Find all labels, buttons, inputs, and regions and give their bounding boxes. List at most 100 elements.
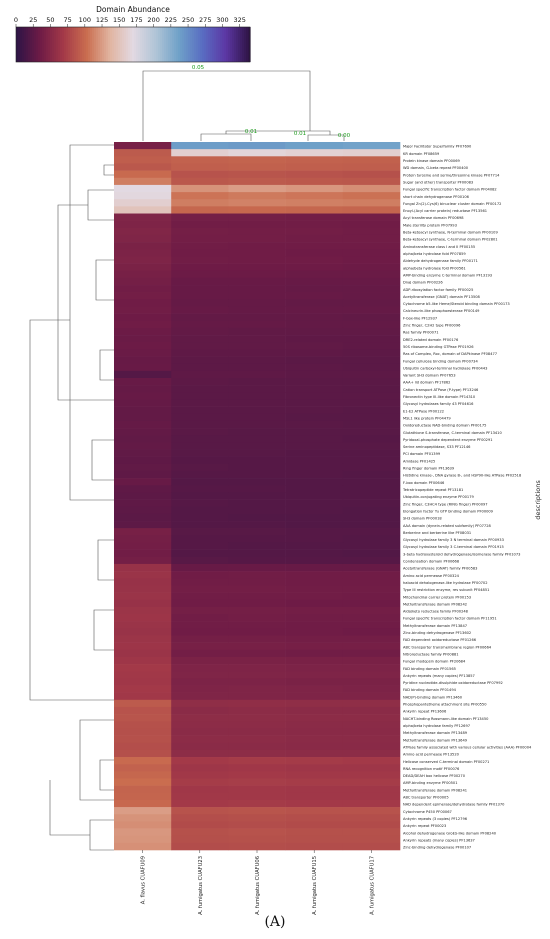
heatmap-cell (285, 764, 344, 772)
heatmap-cell (114, 156, 172, 164)
row-label: Zinc-binding dehydrogenase PF13602 (403, 631, 471, 635)
row-label: Phosphopantetheine attachment site PF005… (403, 703, 487, 707)
heatmap-cell (171, 485, 229, 493)
heatmap-cell (114, 363, 172, 372)
heatmap-cell (171, 320, 229, 329)
heatmap-cell (171, 256, 229, 264)
colorbar-swatch (28, 27, 31, 62)
heatmap-cell (285, 249, 344, 257)
heatmap-cell (342, 764, 401, 772)
heatmap-cell (114, 342, 172, 350)
heatmap-cell (114, 757, 172, 765)
colorbar-swatch (56, 27, 59, 62)
colorbar-swatch (70, 27, 73, 62)
colorbar-swatch (208, 27, 211, 62)
heatmap-cell (114, 535, 172, 543)
heatmap-cell (228, 556, 286, 565)
heatmap-cell (114, 320, 172, 329)
heatmap-cell (228, 184, 286, 193)
heatmap-cell (342, 714, 401, 722)
heatmap-cell (114, 621, 172, 629)
heatmap-cell (171, 478, 229, 486)
colorbar-swatch (158, 27, 161, 62)
heatmap-cell (342, 420, 401, 429)
heatmap-cell (114, 370, 172, 379)
row-label: short chain dehydrogenase PF00106 (403, 195, 470, 199)
heatmap-cell (228, 156, 286, 164)
row-label: Beta-ketoacyl synthase, C-terminal domai… (403, 238, 498, 242)
row-label: NAD(P)-binding domain PF13460 (403, 695, 463, 699)
heatmap-cell (342, 771, 401, 779)
row-label: Ankyrin repeat PF00023 (403, 824, 446, 828)
heatmap-cell (114, 785, 172, 794)
heatmap-cell (285, 177, 344, 186)
column-label: A. fumigatus CUAFU17 (369, 856, 375, 915)
heatmap-cell (342, 614, 401, 622)
heatmap-cell (171, 628, 229, 636)
heatmap-cell (114, 285, 172, 293)
colorbar-swatch (222, 27, 225, 62)
heatmap-cell (342, 192, 401, 200)
heatmap-cell (285, 292, 344, 300)
heatmap-cell (285, 456, 344, 465)
colorbar-swatch (74, 27, 77, 62)
heatmap-cell (228, 628, 286, 636)
heatmap-cell (285, 392, 344, 400)
heatmap-cell (171, 492, 229, 500)
heatmap-cell (285, 685, 344, 693)
row-label: FAD dependent oxidoreductase PF01266 (403, 638, 477, 642)
row-label: Fungal Zn(2)-Cys(6) binuclear cluster do… (403, 202, 501, 206)
row-label: Acyl transferase domain PF00698 (403, 216, 464, 220)
heatmap-cell (228, 635, 286, 643)
colorbar-swatch (130, 27, 133, 62)
heatmap-cell (285, 370, 344, 379)
row-label: Male sterility protein PF07993 (403, 223, 457, 227)
heatmap-cell (342, 399, 401, 407)
colorbar-tick-label: 300 (216, 16, 228, 24)
colorbar-swatch (138, 27, 141, 62)
colorbar-swatch (124, 27, 127, 62)
colorbar-swatch (242, 27, 245, 62)
heatmap-cell (171, 285, 229, 293)
heatmap-cell (171, 735, 229, 744)
heatmap-cell (285, 349, 344, 357)
heatmap-cell (342, 735, 401, 744)
row-label: NACHT-binding Rossmann-like domain PF134… (403, 717, 489, 721)
heatmap-cell (228, 792, 286, 801)
heatmap-cell (228, 542, 286, 550)
heatmap-cell (285, 542, 344, 550)
heatmap-cell (342, 549, 401, 558)
heatmap-cell (342, 778, 401, 786)
heatmap-cell (228, 234, 286, 243)
heatmap-cell (114, 213, 172, 221)
row-label: Mitochondrial carrier protein PF00153 (403, 595, 471, 599)
colorbar-swatch (118, 27, 121, 62)
colorbar-swatch (140, 27, 143, 62)
colorbar-swatch (204, 27, 207, 62)
colorbar-swatch (46, 27, 49, 62)
heatmap-cell (342, 170, 401, 179)
heatmap-cell (114, 206, 172, 214)
colorbar-swatch (148, 27, 151, 62)
heatmap-cell (285, 571, 344, 579)
heatmap-cell (342, 535, 401, 543)
heatmap-cell (228, 721, 286, 729)
colorbar-tick-label: 150 (113, 16, 125, 24)
heatmap-cell (171, 406, 229, 415)
row-label: Amino acid permease PF13520 (403, 753, 460, 757)
dendrogram-label: 0.01 (245, 129, 257, 135)
row-label: Fungal specific transcription factor dom… (403, 617, 497, 621)
heatmap-cell (342, 220, 401, 229)
heatmap-cell (285, 578, 344, 586)
row-label: Ankyrin repeats (many copies) PF13857 (403, 674, 475, 678)
colorbar-swatch (166, 27, 169, 62)
heatmap-cell (114, 378, 172, 386)
heatmap-cell (171, 263, 229, 272)
heatmap-cell (342, 234, 401, 243)
colorbar-swatch (146, 27, 149, 62)
heatmap-cell (171, 799, 229, 808)
heatmap-cell (342, 213, 401, 221)
row-label: KR domain PF08659 (403, 152, 440, 156)
heatmap-cell (342, 599, 401, 608)
heatmap-cell (228, 299, 286, 307)
